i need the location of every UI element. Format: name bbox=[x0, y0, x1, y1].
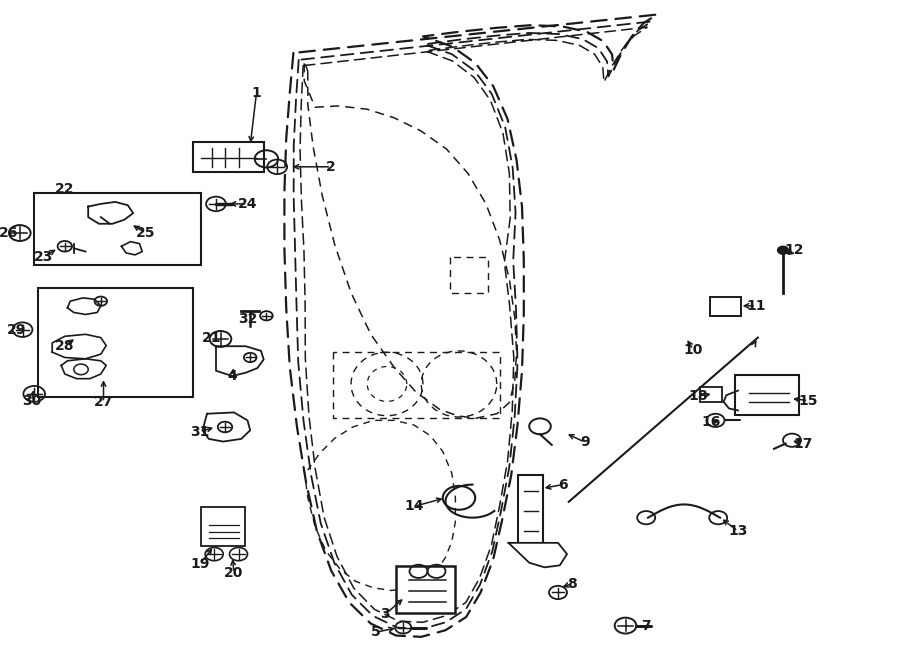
Text: 14: 14 bbox=[404, 499, 424, 514]
FancyBboxPatch shape bbox=[700, 387, 722, 402]
FancyBboxPatch shape bbox=[201, 507, 245, 546]
Text: 27: 27 bbox=[94, 395, 113, 410]
Bar bbox=[34, 193, 201, 265]
Text: 29: 29 bbox=[6, 322, 26, 337]
Text: 15: 15 bbox=[798, 393, 818, 408]
Text: 21: 21 bbox=[202, 330, 221, 345]
Text: 23: 23 bbox=[33, 250, 53, 264]
Bar bbox=[38, 288, 193, 397]
Text: 19: 19 bbox=[190, 557, 210, 571]
Text: 4: 4 bbox=[228, 369, 237, 383]
Text: 31: 31 bbox=[190, 424, 210, 439]
Text: 9: 9 bbox=[580, 435, 590, 449]
FancyBboxPatch shape bbox=[735, 375, 799, 415]
Text: 7: 7 bbox=[642, 618, 651, 633]
Text: 13: 13 bbox=[728, 524, 748, 538]
Text: 32: 32 bbox=[238, 312, 257, 326]
Polygon shape bbox=[202, 412, 250, 442]
Text: 11: 11 bbox=[746, 299, 766, 313]
Text: 6: 6 bbox=[558, 477, 567, 492]
Polygon shape bbox=[216, 346, 264, 376]
Text: 18: 18 bbox=[688, 389, 708, 403]
Circle shape bbox=[778, 246, 788, 254]
Text: 1: 1 bbox=[252, 85, 261, 100]
Text: 22: 22 bbox=[55, 182, 75, 197]
Text: 2: 2 bbox=[327, 160, 336, 174]
Text: 8: 8 bbox=[567, 577, 576, 591]
Text: 3: 3 bbox=[381, 607, 390, 622]
FancyBboxPatch shape bbox=[193, 142, 264, 172]
Text: 16: 16 bbox=[701, 415, 721, 430]
FancyBboxPatch shape bbox=[518, 475, 543, 545]
FancyBboxPatch shape bbox=[396, 566, 455, 613]
Text: 30: 30 bbox=[22, 393, 41, 408]
Text: 24: 24 bbox=[238, 197, 257, 211]
Polygon shape bbox=[508, 543, 567, 567]
Text: 20: 20 bbox=[224, 565, 244, 580]
Text: 25: 25 bbox=[136, 226, 156, 240]
Text: 26: 26 bbox=[0, 226, 19, 240]
Text: 17: 17 bbox=[793, 436, 813, 451]
Text: 12: 12 bbox=[784, 243, 804, 258]
Text: 10: 10 bbox=[683, 342, 703, 357]
Text: 28: 28 bbox=[55, 338, 75, 353]
Text: 5: 5 bbox=[372, 625, 381, 639]
FancyBboxPatch shape bbox=[710, 297, 741, 316]
